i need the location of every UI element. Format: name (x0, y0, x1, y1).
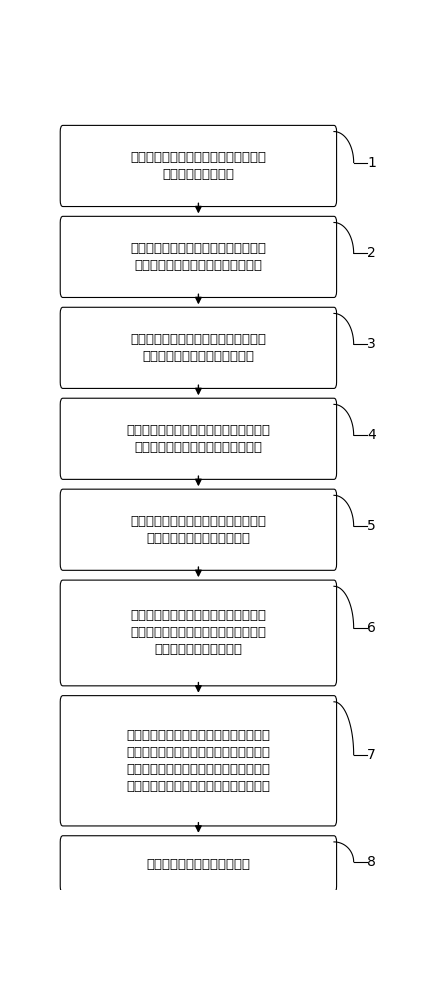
FancyBboxPatch shape (60, 398, 337, 479)
FancyBboxPatch shape (60, 580, 337, 686)
Text: 利用医学图像的特征信息和邻域信息，
基于滤波技术对医学图像进行预处理: 利用医学图像的特征信息和邻域信息， 基于滤波技术对医学图像进行预处理 (131, 242, 266, 272)
Text: 提取给定医学图像的灰度特征，得到医
学图像的特征信息集: 提取给定医学图像的灰度特征，得到医 学图像的特征信息集 (131, 151, 266, 181)
Text: 基于预分割的医学组织器官，对像素的
隶属度进行初始化，并在此基础上定义
医学图像分割的能量函数: 基于预分割的医学组织器官，对像素的 隶属度进行初始化，并在此基础上定义 医学图像… (131, 609, 266, 656)
Text: 2: 2 (367, 246, 376, 260)
Text: 1: 1 (367, 156, 376, 170)
Text: 5: 5 (367, 519, 376, 533)
Text: 6: 6 (367, 621, 376, 635)
Text: 4: 4 (367, 428, 376, 442)
Text: 8: 8 (367, 855, 376, 869)
FancyBboxPatch shape (60, 125, 337, 207)
Text: 通过迭代过程对能量函数进行最小化，在
迭代过程中，对当前的分割结果进行修正
，并基于修正后的分割结果，对医学组织
器官的聚类中心和像素的隶属度进行更新: 通过迭代过程对能量函数进行最小化，在 迭代过程中，对当前的分割结果进行修正 ，并… (126, 729, 271, 793)
FancyBboxPatch shape (60, 489, 337, 570)
Text: 7: 7 (367, 748, 376, 762)
FancyBboxPatch shape (60, 307, 337, 388)
FancyBboxPatch shape (60, 696, 337, 826)
FancyBboxPatch shape (60, 836, 337, 892)
Text: 基于预分割的医学组织器官，对医学组
织器官的聚类中心进行初始化: 基于预分割的医学组织器官，对医学组 织器官的聚类中心进行初始化 (131, 515, 266, 545)
Text: 输出最终的医学图像分割结果: 输出最终的医学图像分割结果 (146, 858, 251, 871)
Text: 3: 3 (367, 337, 376, 351)
Text: 计算滤波后医学图像的特征直方图，以
得到滤波后医学图像的统计信息: 计算滤波后医学图像的特征直方图，以 得到滤波后医学图像的统计信息 (131, 333, 266, 363)
FancyBboxPatch shape (60, 216, 337, 297)
Text: 基于滤波后医学图像的特征直方图，对医
学图像中的医学组织器官进行预分割: 基于滤波后医学图像的特征直方图，对医 学图像中的医学组织器官进行预分割 (126, 424, 271, 454)
